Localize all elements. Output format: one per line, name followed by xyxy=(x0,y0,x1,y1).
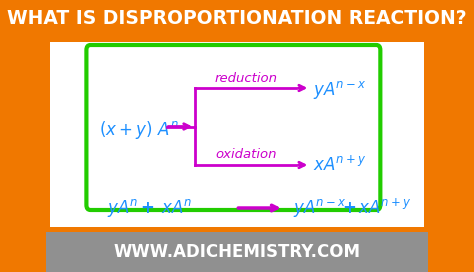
Text: $xA^{n+y}$: $xA^{n+y}$ xyxy=(313,155,367,175)
Text: $xA^n$: $xA^n$ xyxy=(161,199,192,217)
Text: WWW.ADICHEMISTRY.COM: WWW.ADICHEMISTRY.COM xyxy=(113,243,361,261)
Text: +: + xyxy=(140,199,154,217)
Text: $yA^n$: $yA^n$ xyxy=(107,197,138,219)
FancyBboxPatch shape xyxy=(50,42,424,227)
Text: $yA^{n-x}$: $yA^{n-x}$ xyxy=(313,79,367,101)
Text: WHAT IS DISPROPORTIONATION REACTION?: WHAT IS DISPROPORTIONATION REACTION? xyxy=(7,10,467,29)
FancyBboxPatch shape xyxy=(86,45,380,210)
FancyBboxPatch shape xyxy=(46,232,428,272)
Text: $yA^{n-x}$: $yA^{n-x}$ xyxy=(293,197,346,219)
Text: $xA^{n+y}$: $xA^{n+y}$ xyxy=(357,198,411,218)
Text: $(x+y)\ A^n$: $(x+y)\ A^n$ xyxy=(99,119,179,141)
Text: +: + xyxy=(342,199,356,217)
FancyBboxPatch shape xyxy=(46,0,428,38)
Text: oxidation: oxidation xyxy=(215,149,277,162)
Text: reduction: reduction xyxy=(214,72,277,85)
